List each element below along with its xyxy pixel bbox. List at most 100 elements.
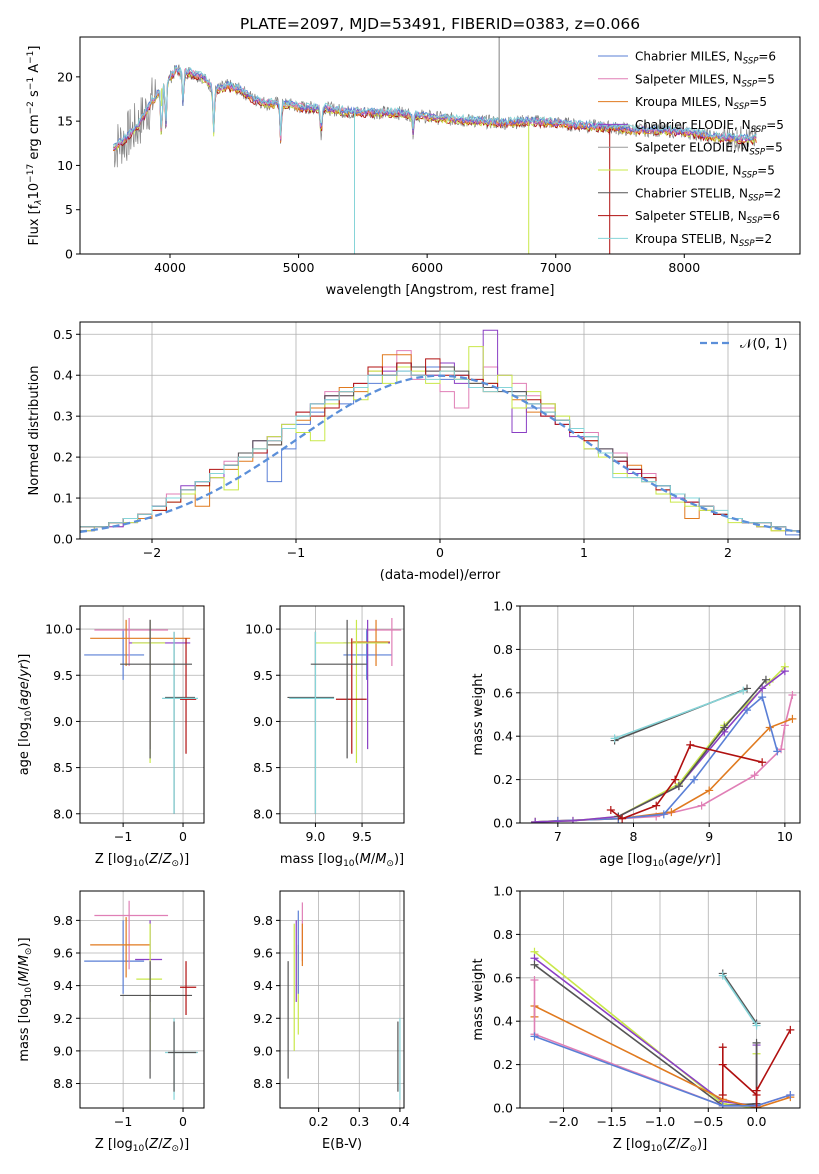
y-tick-label: 0.2 (493, 772, 513, 787)
weight-marker (618, 814, 627, 823)
axes-frame (79, 36, 801, 255)
weight-marker (671, 775, 680, 784)
x-tick-label: 5000 (283, 260, 315, 275)
axes-frame (519, 605, 801, 824)
y-tick-label: 9.2 (253, 1011, 273, 1026)
weight-marker (786, 1025, 795, 1034)
y-tick-label: 5 (65, 202, 73, 217)
weight-marker (786, 1090, 795, 1099)
weight-marker (659, 810, 668, 819)
age_vs_z-points (84, 618, 199, 814)
y-tick-label: 8.8 (53, 1076, 73, 1091)
legend-entry: Chabrier MILES, NSSP=6 (635, 50, 776, 67)
y-tick-label: 15 (57, 114, 73, 129)
x-tick-label: 0 (436, 545, 444, 560)
legend-entry: Salpeter ELODIE, NSSP=5 (635, 141, 783, 158)
y-tick-label: 9.6 (253, 946, 273, 961)
x-tick-label: −2 (143, 545, 161, 560)
chabrier-miles-weight-line (534, 1035, 791, 1107)
y-axis-label: mass weight (471, 958, 486, 1040)
weight-marker (568, 816, 577, 823)
axes-frame (279, 605, 405, 824)
y-tick-label: 0.0 (53, 532, 73, 547)
x-tick-label: −1.5 (597, 1114, 627, 1129)
y-tick-label: 0.6 (493, 970, 513, 985)
x-axis-label: Z [log10(Z/Z⊙)] (95, 1137, 189, 1154)
weight-marker (697, 801, 706, 810)
y-tick-label: 1.0 (493, 884, 513, 899)
x-tick-label: −1 (114, 1114, 132, 1129)
legend-entry: Chabrier STELIB, NSSP=2 (635, 186, 781, 203)
weight-marker (667, 808, 676, 817)
x-axis-label: E(B-V) (322, 1137, 362, 1152)
weight-marker (758, 684, 767, 693)
x-tick-label: −1 (287, 545, 305, 560)
x-tick-label: 0 (179, 1114, 187, 1129)
weight-marker (743, 706, 752, 715)
weight-marker (652, 801, 661, 810)
weight-marker (758, 758, 767, 767)
salpeter-miles-weight-line (533, 980, 791, 1107)
mass_vs_z-axes: −1 0 8.8 9.0 9.2 9.4 9.6 9.8 Z [log10(Z/Z⊙)] mass… (17, 891, 204, 1154)
legend-entry: Kroupa STELIB, NSSP=2 (635, 232, 772, 249)
y-tick-label: 8.8 (253, 1076, 273, 1091)
x-tick-label: −2.0 (548, 1114, 578, 1129)
spectrum-lines (112, 37, 757, 254)
weight_vs_z-lines (530, 947, 795, 1108)
y-tick-label: 10 (57, 158, 73, 173)
residuals-axes: −2 −1 0 1 2 0.0 0.1 0.2 0.3 0.4 0.5 (data-model)/er… (27, 322, 800, 583)
y-tick-label: 9.0 (53, 1043, 73, 1058)
x-axis-label: (data-model)/error (380, 568, 501, 583)
y-tick-label: 0.2 (53, 450, 73, 465)
y-tick-label: 20 (57, 69, 73, 84)
histograms (80, 329, 800, 536)
salpeter-miles-weight-line (535, 694, 794, 823)
weight-marker (739, 686, 748, 695)
weight-marker (780, 721, 789, 730)
legend-entry: Kroupa ELODIE, NSSP=5 (635, 164, 775, 181)
weight-marker (674, 782, 683, 791)
x-axis-label: Z [log10(Z/Z⊙)] (95, 852, 189, 869)
y-axis-label: Normed distribution (27, 366, 42, 496)
weight-marker (690, 775, 699, 784)
weight-marker (761, 675, 770, 684)
weight-marker (750, 771, 759, 780)
axes-frame (79, 605, 205, 824)
chabrier-stelib-weight-line (534, 964, 758, 1107)
kroupa-stelib-weight-line (614, 689, 744, 740)
y-tick-label: 8.5 (253, 760, 273, 775)
kroupa-stelib-weight-line (722, 975, 758, 1026)
y-tick-label: 9.0 (53, 714, 73, 729)
weight-marker (705, 786, 714, 795)
spectrum-legend: Chabrier MILES, NSSP=6 Salpeter MILES, NS… (598, 50, 784, 249)
weight-marker (530, 960, 539, 969)
weight_vs_z-axes: −2.0 −1.5 −1.0 −0.5 0.0 0.0 0.2 0.4 0.6 0.8 1.0 Z [… (471, 884, 800, 1154)
weight-marker (610, 734, 619, 743)
y-tick-label: 8.0 (253, 806, 273, 821)
weight_vs_age-lines (531, 662, 797, 823)
y-tick-label: 0.1 (53, 491, 73, 506)
salpeter-stelib-weight-line (610, 743, 763, 820)
y-tick-label: 10.0 (45, 622, 73, 637)
weight-marker (758, 693, 767, 702)
weight_vs_age-axes: 7 8 9 10 0.0 0.2 0.4 0.6 0.8 1.0 age [log10(age/yr… (471, 599, 800, 869)
y-axis-label: age [log10(age/yr)] (17, 654, 34, 776)
y-tick-label: 10.0 (245, 622, 273, 637)
kroupa-miles-weight-line (535, 718, 793, 823)
weight-marker (752, 1086, 761, 1095)
figure-title: PLATE=2097, MJD=53491, FIBERID=0383, z=0… (240, 15, 640, 33)
weight-marker (752, 1038, 761, 1047)
x-tick-label: 9.5 (352, 829, 372, 844)
weight-marker (531, 817, 540, 823)
age_vs_z-axes: −1 0 8.0 8.5 9.0 9.5 10.0 Z [log10(Z/Z⊙)] age [l… (17, 606, 204, 869)
weight-marker (788, 690, 797, 699)
weight-marker (773, 747, 782, 756)
x-tick-label: −1.0 (645, 1114, 675, 1129)
x-tick-label: 9 (705, 829, 713, 844)
x-axis-label: age [log10(age/yr)] (599, 852, 721, 869)
axes-frame (519, 890, 801, 1109)
weight-marker (752, 1104, 761, 1108)
axes-frame (279, 890, 405, 1109)
y-axis-label: Flux [fλ10−17 erg cm−2 s−1 A−1] (26, 46, 44, 246)
x-tick-label: 1 (580, 545, 588, 560)
